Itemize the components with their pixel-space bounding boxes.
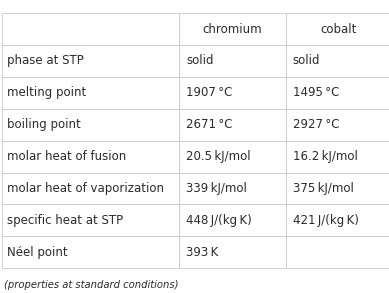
Bar xyxy=(286,141,389,173)
Bar xyxy=(179,109,286,141)
Bar xyxy=(179,205,286,236)
Bar xyxy=(286,109,389,141)
Bar xyxy=(179,236,286,268)
Bar xyxy=(2,109,179,141)
Bar xyxy=(286,205,389,236)
Text: 2671 °C: 2671 °C xyxy=(186,118,233,131)
Bar xyxy=(286,173,389,205)
Bar xyxy=(2,173,179,205)
Bar xyxy=(179,173,286,205)
Bar xyxy=(179,13,286,45)
Bar xyxy=(179,141,286,173)
Text: cobalt: cobalt xyxy=(320,23,357,36)
Text: phase at STP: phase at STP xyxy=(7,54,83,67)
Text: boiling point: boiling point xyxy=(7,118,81,131)
Text: 448 J/(kg K): 448 J/(kg K) xyxy=(186,214,252,227)
Bar xyxy=(286,236,389,268)
Bar xyxy=(2,236,179,268)
Text: 393 K: 393 K xyxy=(186,246,218,259)
Text: chromium: chromium xyxy=(203,23,262,36)
Text: 1907 °C: 1907 °C xyxy=(186,86,232,99)
Bar xyxy=(286,77,389,109)
Text: molar heat of fusion: molar heat of fusion xyxy=(7,150,126,163)
Bar xyxy=(179,45,286,77)
Bar xyxy=(2,45,179,77)
Bar xyxy=(2,77,179,109)
Bar xyxy=(286,13,389,45)
Bar xyxy=(2,141,179,173)
Text: 421 J/(kg K): 421 J/(kg K) xyxy=(293,214,359,227)
Text: specific heat at STP: specific heat at STP xyxy=(7,214,123,227)
Bar xyxy=(2,13,179,45)
Text: 1495 °C: 1495 °C xyxy=(293,86,339,99)
Text: 375 kJ/mol: 375 kJ/mol xyxy=(293,182,354,195)
Text: 16.2 kJ/mol: 16.2 kJ/mol xyxy=(293,150,358,163)
Bar xyxy=(2,205,179,236)
Bar xyxy=(179,77,286,109)
Text: (properties at standard conditions): (properties at standard conditions) xyxy=(4,280,179,290)
Text: molar heat of vaporization: molar heat of vaporization xyxy=(7,182,164,195)
Text: 339 kJ/mol: 339 kJ/mol xyxy=(186,182,247,195)
Text: melting point: melting point xyxy=(7,86,86,99)
Text: 2927 °C: 2927 °C xyxy=(293,118,340,131)
Text: solid: solid xyxy=(293,54,321,67)
Bar xyxy=(286,45,389,77)
Text: 20.5 kJ/mol: 20.5 kJ/mol xyxy=(186,150,251,163)
Text: Néel point: Néel point xyxy=(7,246,67,259)
Text: solid: solid xyxy=(186,54,214,67)
